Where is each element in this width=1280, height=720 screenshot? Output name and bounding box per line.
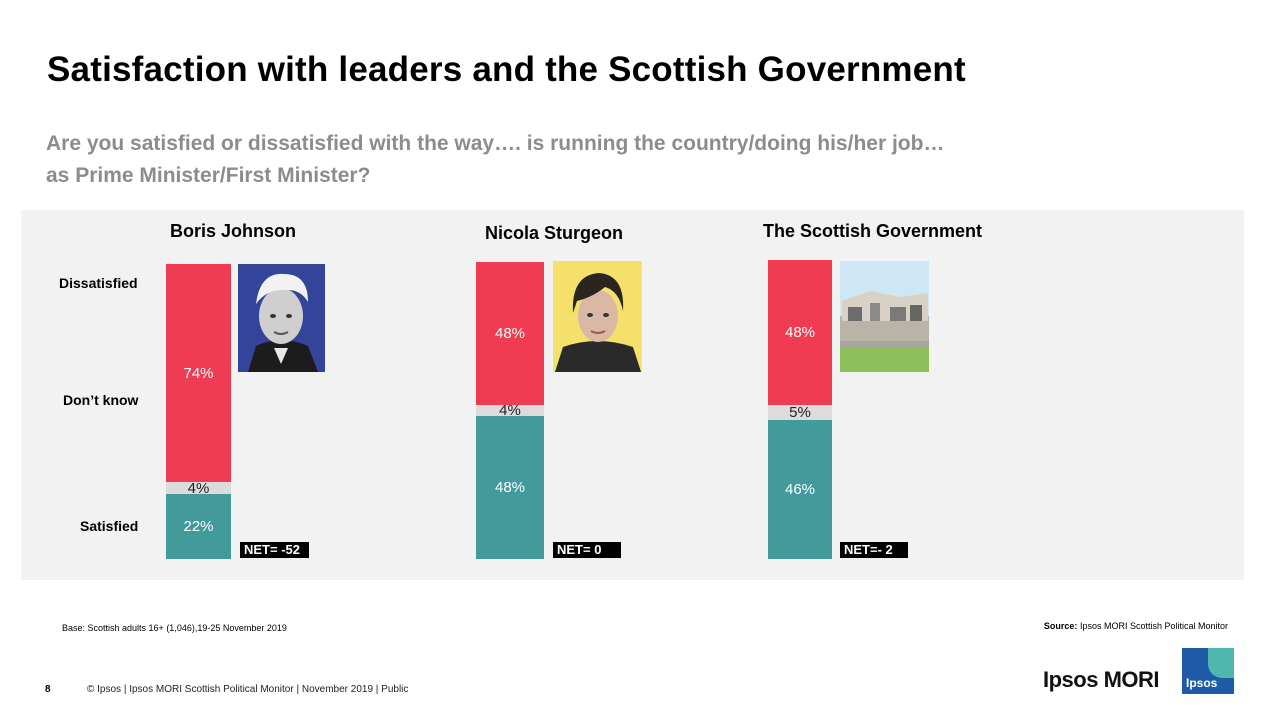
source-label: Source: — [1043, 621, 1078, 631]
base-note: Base: Scottish adults 16+ (1,046),19-25 … — [62, 623, 287, 633]
page-subtitle: Are you satisfied or dissatisfied with t… — [46, 128, 1146, 192]
data-label: 46% — [784, 481, 816, 499]
bar-segment: 22% — [166, 494, 231, 559]
row-label-dissatisfied: Dissatisfied — [59, 275, 138, 291]
page-number: 8 — [45, 684, 51, 695]
data-label: 48% — [494, 324, 526, 342]
chart-group-title: Boris Johnson — [170, 221, 297, 241]
bar-segment: 5% — [768, 404, 832, 422]
data-label: 74% — [183, 364, 214, 382]
row-label-don-t-know: Don’t know — [63, 392, 139, 408]
net-score-badge: NET= -52 — [240, 542, 309, 558]
bar-segment: 48% — [476, 416, 544, 559]
bar-segment: 48% — [476, 262, 544, 405]
net-score-badge: NET= 0 — [553, 542, 621, 558]
ipsos-logo: Ipsos — [1182, 648, 1234, 694]
source-text: Ipsos MORI Scottish Political Monitor — [1077, 621, 1228, 631]
source-note: Source: Ipsos MORI Scottish Political Mo… — [1044, 621, 1228, 631]
nicola-sturgeon-photo — [553, 261, 642, 372]
footer-text: © Ipsos | Ipsos MORI Scottish Political … — [87, 684, 409, 695]
boris-johnson-photo — [238, 264, 325, 372]
row-label-satisfied: Satisfied — [80, 518, 139, 534]
data-label: 4% — [187, 479, 210, 497]
data-label: 48% — [784, 323, 816, 341]
data-label: 48% — [494, 479, 526, 497]
ipsos-logo-mark-icon — [1208, 648, 1234, 678]
subtitle-line-1: Are you satisfied or dissatisfied with t… — [46, 132, 945, 155]
bar-segment: 4% — [166, 479, 231, 497]
data-label: 4% — [499, 401, 521, 419]
data-label: 22% — [183, 518, 214, 536]
net-score-badge: NET=- 2 — [840, 542, 908, 558]
ipsos-mori-wordmark: Ipsos MORI — [1043, 667, 1160, 692]
bar-segment: 48% — [768, 260, 832, 405]
bar-segment: 4% — [476, 401, 544, 419]
chart-group-title: Nicola Sturgeon — [485, 223, 624, 243]
bar-segment: 74% — [166, 264, 231, 483]
bar-segment: 46% — [768, 420, 832, 559]
page-title: Satisfaction with leaders and the Scotti… — [47, 50, 966, 89]
data-label: 5% — [789, 404, 811, 422]
scottish-parliament-photo — [840, 261, 929, 372]
chart-group-title: The Scottish Government — [763, 221, 983, 241]
ipsos-logo-text: Ipsos — [1186, 676, 1218, 690]
subtitle-line-2: as Prime Minister/First Minister? — [46, 164, 371, 187]
